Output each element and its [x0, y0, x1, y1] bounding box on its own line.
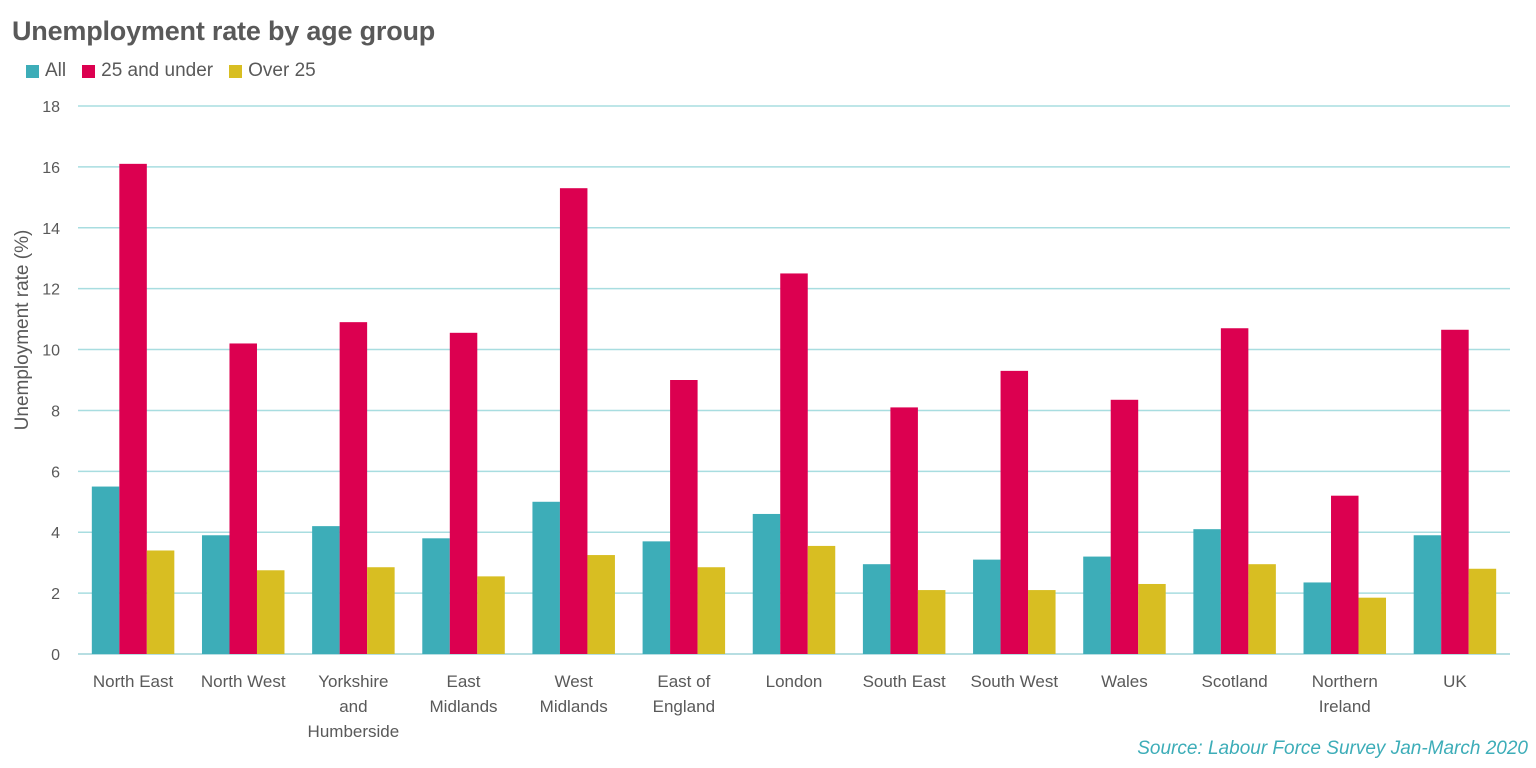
y-tick-label: 12	[42, 282, 60, 299]
x-tick-label: Northern	[1312, 672, 1378, 691]
bar-25-and-under	[449, 332, 478, 654]
bar-all	[532, 501, 560, 654]
x-tick-label: Humberside	[308, 722, 400, 741]
legend-item-over-25: Over 25	[229, 60, 316, 82]
bar-over-25	[1138, 583, 1166, 654]
source-note: Source: Labour Force Survey Jan-March 20…	[1137, 738, 1528, 759]
x-tick-label: Yorkshire	[318, 672, 388, 691]
legend-item-all: All	[26, 60, 66, 82]
bar-over-25	[367, 567, 395, 654]
y-tick-label: 18	[42, 99, 60, 116]
bar-25-and-under	[339, 322, 368, 654]
bar-over-25	[697, 567, 726, 654]
bar-25-and-under	[559, 188, 588, 654]
legend-item-25-and-under: 25 and under	[82, 60, 213, 82]
bar-over-25	[587, 555, 615, 654]
x-tick-label: East of	[657, 672, 710, 691]
bar-all	[1303, 582, 1332, 654]
y-tick-label: 4	[51, 525, 60, 542]
x-tick-label: and	[339, 697, 367, 716]
bar-all	[91, 486, 120, 654]
x-tick-label: London	[766, 672, 823, 691]
bar-all	[1083, 556, 1111, 654]
chart-title: Unemployment rate by age group	[12, 16, 436, 46]
bar-25-and-under	[780, 273, 808, 654]
x-tick-label: Midlands	[540, 697, 608, 716]
legend-swatch-all	[26, 64, 39, 78]
bar-25-and-under	[890, 407, 918, 654]
legend: All 25 and under Over 25	[26, 60, 332, 82]
x-tick-label: Wales	[1101, 672, 1148, 691]
bar-all	[642, 541, 671, 654]
bar-over-25	[1468, 568, 1497, 654]
legend-label-over-25: Over 25	[248, 60, 316, 81]
x-tick-label: West	[554, 672, 593, 691]
bar-all	[973, 559, 1001, 654]
bar-all	[201, 535, 230, 654]
bar-25-and-under	[1220, 328, 1249, 654]
y-axis-label: Unemployment rate (%)	[12, 230, 33, 431]
x-tick-label: South East	[863, 672, 946, 691]
y-tick-label: 6	[51, 464, 60, 481]
y-tick-label: 0	[51, 647, 60, 664]
bar-25-and-under	[1110, 399, 1139, 654]
legend-label-all: All	[45, 60, 67, 81]
y-tick-label: 8	[51, 403, 60, 420]
legend-label-25-and-under: 25 and under	[101, 60, 214, 81]
bar-all	[1193, 529, 1221, 654]
bar-over-25	[917, 590, 946, 654]
x-tick-label: East	[447, 672, 481, 691]
y-tick-label: 10	[42, 343, 60, 360]
bar-25-and-under	[1441, 329, 1469, 654]
bar-25-and-under	[119, 163, 147, 654]
x-tick-label: South West	[971, 672, 1059, 691]
bar-all	[752, 513, 781, 654]
bar-25-and-under	[229, 343, 257, 654]
x-tick-label: Midlands	[430, 697, 498, 716]
bar-all	[422, 538, 450, 654]
bar-25-and-under	[1331, 495, 1359, 654]
bar-over-25	[1028, 590, 1056, 654]
bar-all	[312, 526, 340, 654]
bar-over-25	[1358, 597, 1387, 654]
bar-25-and-under	[1000, 370, 1029, 654]
y-tick-label: 16	[42, 160, 60, 177]
x-tick-label: North East	[93, 672, 174, 691]
bar-over-25	[256, 570, 285, 654]
x-tick-label: UK	[1443, 672, 1467, 691]
bar-all	[1413, 535, 1442, 654]
x-tick-label: Ireland	[1319, 697, 1371, 716]
bar-over-25	[1248, 564, 1276, 654]
bar-over-25	[807, 545, 836, 654]
x-tick-label: Scotland	[1202, 672, 1268, 691]
legend-swatch-25-and-under	[82, 64, 96, 78]
legend-swatch-over-25	[229, 64, 243, 78]
bar-all	[862, 564, 891, 654]
bar-over-25	[477, 576, 505, 654]
bar-25-and-under	[670, 380, 698, 654]
x-tick-label: England	[653, 697, 715, 716]
x-tick-label: North West	[201, 672, 286, 691]
bar-over-25	[146, 550, 175, 654]
y-tick-label: 14	[42, 221, 60, 238]
y-tick-label: 2	[51, 586, 60, 603]
